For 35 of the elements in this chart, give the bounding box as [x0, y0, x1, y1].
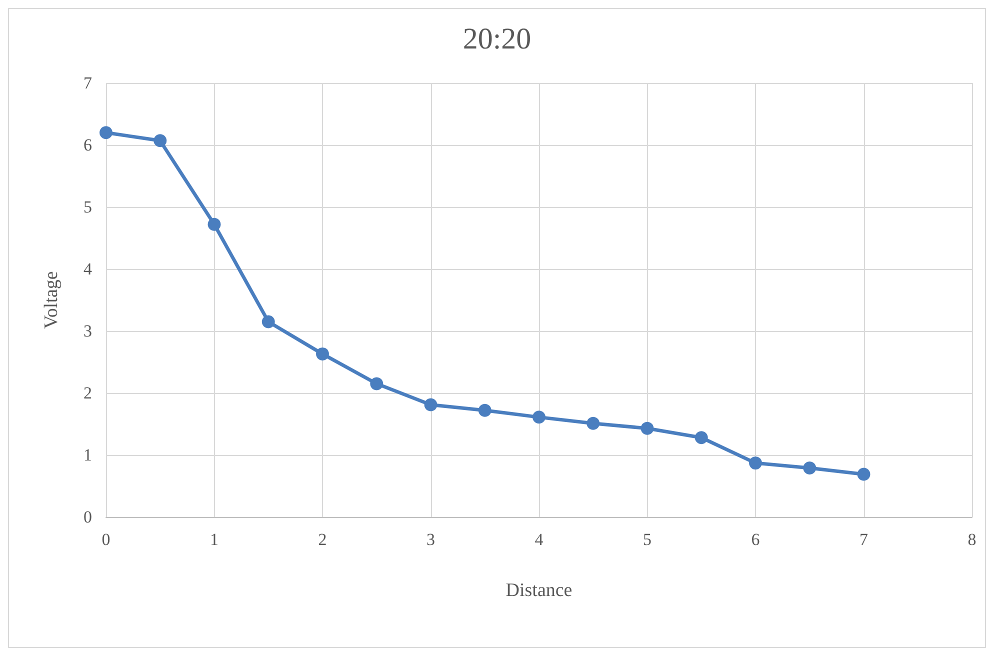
y-tick-label: 2	[84, 384, 92, 402]
x-axis-title: Distance	[506, 580, 572, 601]
point	[100, 126, 112, 140]
point	[694, 431, 708, 444]
y-tick-label: 4	[84, 260, 92, 278]
point	[370, 377, 384, 390]
point	[749, 456, 762, 470]
x-tick-label: 8	[968, 530, 976, 549]
point	[208, 218, 221, 231]
point	[316, 347, 329, 360]
y-tick-label: 1	[84, 446, 92, 464]
x-tick-label: 3	[426, 530, 435, 549]
x-tick-label: 0	[102, 530, 110, 549]
point	[857, 468, 870, 481]
y-tick-label: 6	[84, 136, 92, 154]
point	[532, 410, 546, 424]
x-tick-label: 7	[860, 530, 868, 549]
x-tick-label: 5	[643, 530, 652, 549]
point	[640, 422, 654, 435]
y-tick-label: 3	[84, 322, 92, 340]
y-tick-label: 0	[84, 508, 92, 526]
y-axis-title: Voltage	[41, 271, 62, 329]
x-tick-label: 4	[534, 530, 544, 549]
point	[586, 416, 600, 430]
x-tick-label: 2	[318, 530, 327, 549]
point	[262, 315, 275, 328]
point	[424, 398, 438, 412]
chart-title: 20:20	[462, 22, 532, 56]
point	[803, 462, 816, 475]
x-tick-label: 1	[210, 530, 218, 549]
x-tick-label: 6	[751, 530, 760, 549]
y-tick-label: 5	[84, 198, 92, 216]
point	[478, 404, 492, 417]
y-tick-label: 7	[84, 74, 92, 92]
point	[154, 134, 167, 148]
